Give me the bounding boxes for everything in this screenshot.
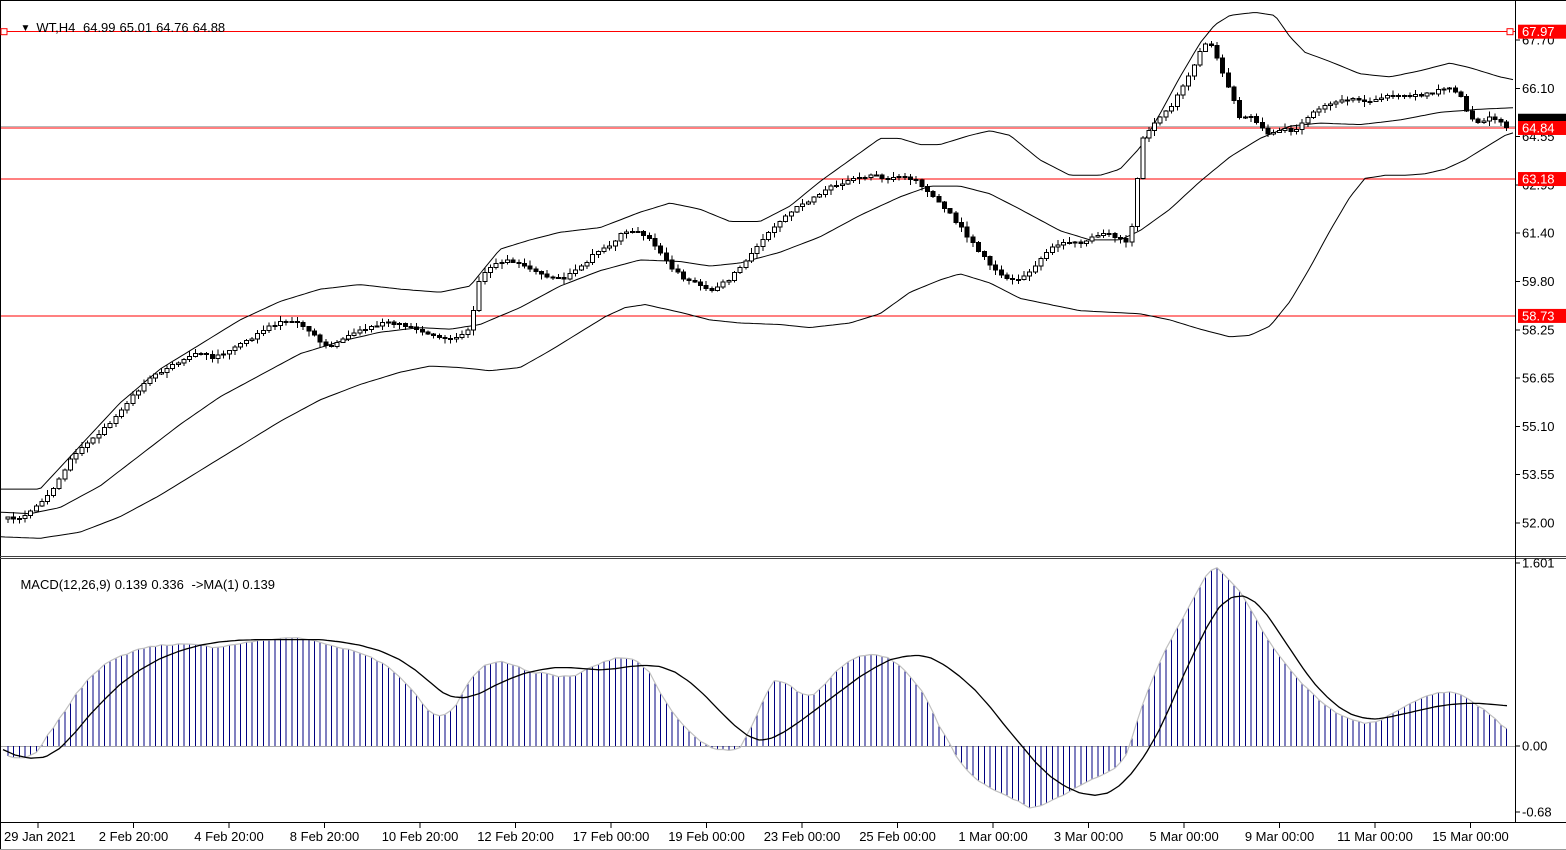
level-price-badge: [1518, 308, 1566, 323]
macd-tick-label: 0.00: [1522, 739, 1547, 754]
high-value: 65.01: [119, 20, 153, 35]
bollinger-upper-band: [1, 12, 1514, 490]
date-tick-label: 5 Mar 00:00: [1149, 829, 1218, 844]
price-tick-label: 53.55: [1522, 467, 1555, 482]
date-tick-label: 25 Feb 00:00: [859, 829, 936, 844]
line-handle-icon[interactable]: [1506, 28, 1514, 36]
time-axis: 29 Jan 2021 2 Feb 20:00 4 Feb 20:00 8 Feb 2…: [4, 822, 1509, 844]
macd-tick-label: -0.68: [1522, 805, 1552, 820]
level-price-badge-label: 64.84: [1522, 120, 1555, 135]
date-tick-label: 19 Feb 00:00: [668, 829, 745, 844]
price-tick-label: 52.00: [1522, 516, 1555, 531]
price-tick-label: 58.25: [1522, 322, 1555, 337]
date-tick-label: 9 Mar 00:00: [1245, 829, 1314, 844]
macd-signal-line: [2, 595, 1508, 796]
macd-value: 0.139: [114, 577, 148, 592]
close-value: 64.88: [192, 20, 226, 35]
date-tick-label: 4 Feb 20:00: [194, 829, 263, 844]
date-tick-label: 10 Feb 20:00: [382, 829, 459, 844]
line-handle-icon[interactable]: [0, 28, 8, 36]
price-tick-label: 56.65: [1522, 371, 1555, 386]
horizontal-level-lines[interactable]: [0, 28, 1515, 317]
macd-name: MACD(12,26,9): [20, 577, 111, 592]
level-price-badge: [1518, 172, 1566, 187]
macd-ma-value: 0.139: [242, 577, 275, 592]
macd-ma-name: ->MA(1): [191, 577, 239, 592]
price-badges: 67.97 64.84 63.18 58.73: [1518, 24, 1566, 323]
macd-signal-value: 0.336: [151, 577, 184, 592]
symbol-ohlc-line: ▼ WT,H4 64.99 65.01 64.76 64.88: [6, 5, 225, 50]
bollinger-bands: [0, 12, 1514, 539]
price-tick-label: 61.40: [1522, 226, 1555, 241]
date-tick-label: 29 Jan 2021: [4, 829, 76, 844]
price-axis: 67.7066.1064.5562.9561.4059.8058.2556.65…: [1515, 33, 1555, 531]
price-tick-label: 55.10: [1522, 419, 1555, 434]
price-tick-label: 66.10: [1522, 81, 1555, 96]
date-tick-label: 3 Mar 00:00: [1054, 829, 1123, 844]
price-tick-label: 59.80: [1522, 274, 1555, 289]
symbol-label: WT,H4: [36, 20, 76, 35]
bollinger-lower-band: [0, 132, 1514, 539]
level-price-badge: [1518, 24, 1566, 39]
macd-indicator-label: MACD(12,26,9) 0.139 0.336 ->MA(1) 0.139: [6, 562, 275, 607]
date-tick-label: 1 Mar 00:00: [958, 829, 1027, 844]
date-tick-label: 8 Feb 20:00: [290, 829, 359, 844]
bollinger-middle-band: [0, 107, 1514, 515]
date-tick-label: 15 Mar 00:00: [1432, 829, 1509, 844]
macd-main-line: [7, 566, 1507, 809]
level-price-badge-label: 63.18: [1522, 172, 1555, 187]
candlesticks: [5, 41, 1509, 524]
chevron-down-icon[interactable]: ▼: [20, 23, 31, 34]
low-value: 64.76: [156, 20, 189, 35]
date-tick-label: 23 Feb 00:00: [764, 829, 841, 844]
macd-axis: 1.601 0.00 -0.68: [1515, 556, 1555, 820]
macd-tick-label: 1.601: [1522, 556, 1555, 571]
level-price-badge-label: 67.97: [1522, 24, 1555, 39]
date-tick-label: 12 Feb 20:00: [477, 829, 554, 844]
macd-histogram: [7, 567, 1507, 808]
date-tick-label: 17 Feb 00:00: [573, 829, 650, 844]
date-tick-label: 2 Feb 20:00: [99, 829, 168, 844]
level-price-badge: [1518, 120, 1566, 135]
date-tick-label: 11 Mar 00:00: [1337, 829, 1413, 844]
level-price-badge-label: 58.73: [1522, 308, 1555, 323]
open-value: 64.99: [82, 20, 116, 35]
